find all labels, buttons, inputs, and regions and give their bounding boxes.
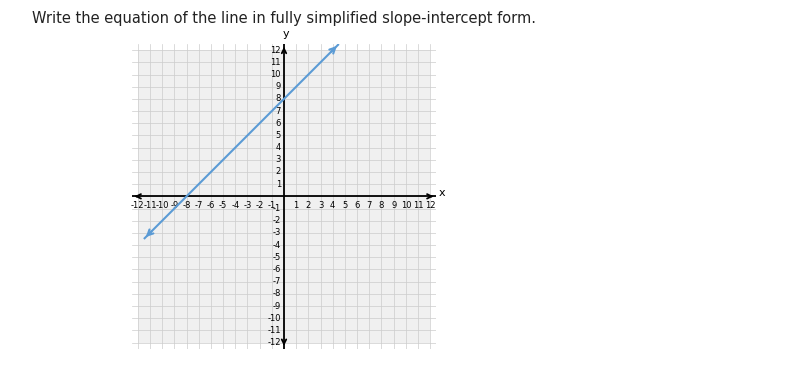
- Text: 2: 2: [276, 167, 281, 177]
- Text: 1: 1: [294, 201, 299, 210]
- Text: 8: 8: [378, 201, 384, 210]
- Text: 12: 12: [270, 46, 281, 55]
- Text: 9: 9: [391, 201, 396, 210]
- Text: 1: 1: [276, 180, 281, 189]
- Text: 3: 3: [318, 201, 323, 210]
- Text: 9: 9: [276, 82, 281, 91]
- Text: 6: 6: [275, 119, 281, 128]
- Text: y: y: [283, 29, 290, 39]
- Text: -10: -10: [155, 201, 169, 210]
- Text: -10: -10: [267, 314, 281, 323]
- Text: Write the equation of the line in fully simplified slope-intercept form.: Write the equation of the line in fully …: [32, 11, 536, 26]
- Text: 7: 7: [275, 106, 281, 116]
- Text: -11: -11: [143, 201, 157, 210]
- Text: -7: -7: [273, 277, 281, 286]
- Text: 12: 12: [425, 201, 435, 210]
- Text: -4: -4: [273, 241, 281, 250]
- Text: 8: 8: [275, 94, 281, 103]
- Text: -1: -1: [268, 201, 276, 210]
- Text: -6: -6: [273, 265, 281, 274]
- Text: -3: -3: [273, 228, 281, 237]
- Text: 3: 3: [275, 155, 281, 164]
- Text: -4: -4: [231, 201, 239, 210]
- Text: 11: 11: [270, 58, 281, 67]
- Text: 2: 2: [306, 201, 311, 210]
- Text: -3: -3: [243, 201, 252, 210]
- Text: -12: -12: [131, 201, 145, 210]
- Text: -8: -8: [273, 289, 281, 298]
- Text: 5: 5: [342, 201, 347, 210]
- Text: -5: -5: [273, 253, 281, 262]
- Text: -7: -7: [194, 201, 203, 210]
- Text: -2: -2: [255, 201, 264, 210]
- Text: 10: 10: [401, 201, 411, 210]
- Text: 6: 6: [354, 201, 360, 210]
- Text: 4: 4: [330, 201, 335, 210]
- Text: -8: -8: [182, 201, 190, 210]
- Text: -2: -2: [273, 216, 281, 225]
- Text: 5: 5: [276, 131, 281, 140]
- Text: -9: -9: [273, 302, 281, 310]
- Text: 10: 10: [270, 70, 281, 79]
- Text: -11: -11: [267, 326, 281, 335]
- Text: -5: -5: [219, 201, 227, 210]
- Text: -9: -9: [170, 201, 178, 210]
- Text: x: x: [438, 188, 446, 198]
- Text: 4: 4: [276, 143, 281, 152]
- Text: -1: -1: [273, 204, 281, 213]
- Text: -12: -12: [267, 338, 281, 347]
- Text: 11: 11: [413, 201, 423, 210]
- Text: -6: -6: [206, 201, 215, 210]
- Text: 7: 7: [366, 201, 372, 210]
